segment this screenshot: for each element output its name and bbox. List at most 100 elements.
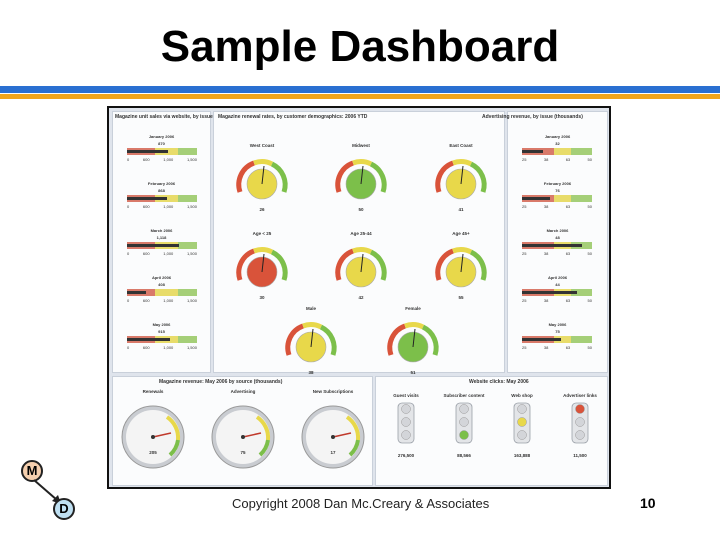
renewal-gauge: Age 45+ 55 [435,231,487,300]
gauge-label: East Coast [449,143,473,148]
ad-revenue-tick: 25 [522,298,527,303]
light-lamp-yellow [517,417,527,427]
traffic-light: Web shop 163,888 [511,393,533,458]
traffic-light: Guest visits 276,500 [393,393,419,458]
revenue-dial: New Subscriptions 17 [301,389,365,469]
light-value: 11,500 [573,453,587,458]
right-panel: Advertising revenue, by issue (thousands… [482,111,608,373]
left-panel: Magazine unit sales via website, by issu… [112,111,213,373]
unit-sales-value: 868 [158,188,165,193]
unit-sales-bar [127,195,197,202]
ad-revenue-tick: 50 [587,251,592,256]
ad-revenue-tick: 38 [543,157,549,162]
ad-revenue-ticks: 25 38 63 50 [522,251,592,256]
unit-sales-tick: 1,000 [163,298,174,303]
revenue-panel: Magazine revenue: May 2006 by source (th… [112,376,373,486]
gauge-band-red [435,248,455,281]
gauge-band-green [469,161,487,193]
unit-sales-tick: 1,000 [163,204,174,209]
light-lamp-red [575,404,585,414]
ad-revenue-tick: 63 [565,298,571,303]
clicks-panel: Website clicks: May 2006 Guest visits 276… [375,376,608,486]
renewal-gauge: Female 51 [387,306,439,374]
unit-sales-tick: 1,500 [186,251,197,256]
footer-copyright: Copyright 2008 Dan Mc.Creary & Associate… [232,496,490,511]
light-lamp-green [401,430,411,440]
ad-revenue-bar-band [571,289,592,296]
unit-sales-tick: 0 [127,251,130,256]
dial-label: Advertising [231,389,256,394]
ad-revenue-tick: 38 [543,345,549,350]
renewal-gauge: Age 25-44 42 [335,231,387,300]
dial-value: 75 [240,450,246,455]
clicks-panel-heading: Website clicks: May 2006 [469,379,529,385]
gauge-needle [460,165,464,185]
ad-revenue-bar [522,242,592,249]
renewal-gauges: West Coast 26 Midwest 50 East Coast 41 Age < 2… [236,143,487,374]
ad-revenue-item: February 2006 76 25 38 63 50 [508,181,607,221]
traffic-light: Advertiser links 11,500 [563,393,597,458]
light-lamp-red [517,404,527,414]
dial-band-green [168,439,180,457]
unit-sales-tick: 0 [127,298,130,303]
ad-revenue-bar-band [553,336,571,343]
gauge-band-green [270,161,288,193]
unit-sales-bar [127,242,197,249]
unit-sales-bar-fill [127,244,179,247]
gauge-band-green [369,249,387,281]
gauge-label: Midwest [352,143,370,148]
gauge-value: 50 [358,207,364,212]
ad-revenue-tick: 63 [565,345,571,350]
dial-value: 17 [330,450,336,455]
light-lamp-yellow [459,417,469,427]
revenue-dial: Advertising 75 [211,389,275,469]
unit-sales-tick: 1,500 [186,204,197,209]
dial-needle [332,432,352,438]
unit-sales-value: 915 [158,329,165,334]
light-value: 163,888 [514,453,531,458]
gauge-band-green [369,161,387,193]
ad-revenue-ticks: 25 38 63 50 [522,298,592,303]
unit-sales-tick: 1,000 [163,157,174,162]
unit-sales-tick: 0 [127,157,130,162]
unit-sales-tick: 600 [142,251,150,256]
unit-sales-tick: 600 [142,204,150,209]
gauge-value: 51 [410,370,416,374]
unit-sales-tick: 600 [142,157,150,162]
light-label: Web shop [511,393,533,398]
ad-revenue-bar-band [553,195,571,202]
light-lamp-green [517,430,527,440]
title-rule-orange [0,94,720,99]
gauge-band-red [387,323,407,356]
unit-sales-bar-band [178,195,197,202]
ad-revenue-ticks: 25 38 63 50 [522,345,592,350]
gauge-band-red [435,160,455,193]
ad-revenue-item: April 2006 44 25 38 63 50 [508,275,607,315]
ad-revenue-tick: 38 [543,251,549,256]
unit-sales-label: January 2006 [148,134,175,139]
unit-sales-value: 1,118 [156,235,167,240]
gauge-band-green [421,324,439,356]
unit-sales-ticks: 0 600 1,000 1,500 [127,298,197,303]
gauge-band-green [270,249,288,281]
gauge-needle [261,253,265,273]
ad-revenue-bar-band [571,148,592,155]
gauge-needle [412,328,416,348]
light-lamp-red [401,404,411,414]
revenue-dials: Renewals 205 Advertising 75 New Subscription… [121,389,365,469]
unit-sales-label: May 2006 [152,322,171,327]
dial-band-yellow [345,415,361,441]
gauge-band-yellow [352,247,373,255]
unit-sales-ticks: 0 600 1,000 1,500 [127,204,197,209]
ad-revenue-bar-fill [522,291,577,294]
center-panel-heading: Magazine renewal rates, by customer demo… [218,114,368,120]
gauge-value: 38 [308,370,314,374]
gauge-band-yellow [452,247,473,255]
unit-sales-tick: 1,000 [163,251,174,256]
ad-revenue-tick: 25 [522,251,527,256]
dial-band-yellow [255,415,271,441]
gauge-value: 42 [358,295,364,300]
gauge-value: 41 [458,207,464,212]
ad-revenue-label: February 2006 [543,181,572,186]
gauge-needle [310,328,314,348]
